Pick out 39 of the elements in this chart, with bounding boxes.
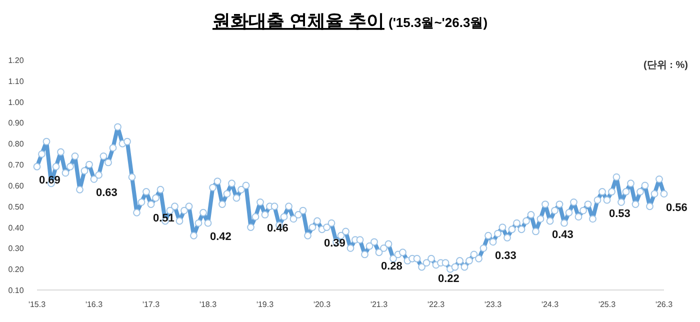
y-tick-label: 1.00: [8, 98, 24, 107]
data-label: 0.56: [666, 202, 688, 214]
data-label: 0.51: [153, 212, 174, 224]
data-label: 0.42: [210, 231, 232, 244]
x-tick-label: '19.3: [256, 300, 274, 309]
y-tick-label: 0.90: [8, 118, 24, 128]
x-tick-label: '20.3: [313, 300, 332, 309]
data-label: 0.33: [495, 250, 516, 262]
x-tick-label: '21.3: [370, 300, 388, 309]
x-tick-label: '18.3: [199, 300, 218, 309]
data-label: 0.39: [324, 237, 346, 250]
y-tick-label: 0.50: [8, 202, 24, 212]
data-label: 0.69: [39, 174, 60, 187]
x-tick-label: '22.3: [427, 300, 446, 309]
y-tick-label: 0.60: [8, 181, 24, 190]
y-tick-label: 1.20: [8, 56, 24, 65]
data-label: 0.22: [438, 272, 460, 285]
y-tick-label: 0.70: [8, 160, 24, 170]
subtitle: ('15.3월~'26.3월): [388, 15, 488, 30]
x-tick-label: '16.3: [85, 300, 104, 309]
x-tick-label: '25.3: [598, 300, 616, 309]
data-label: 0.28: [381, 260, 402, 272]
y-tick-label: 0.10: [8, 286, 24, 295]
y-tick-label: 1.10: [8, 76, 24, 86]
title: 원화대출 연체율 추이: [212, 11, 384, 31]
x-tick-label: '26.3: [655, 300, 674, 309]
y-tick-label: 0.80: [8, 140, 24, 149]
data-label: 0.63: [96, 187, 118, 200]
y-tick-label: 0.20: [8, 265, 24, 274]
x-tick-label: '17.3: [142, 300, 160, 309]
x-tick-label: '15.3: [28, 300, 46, 309]
annotation: (단위 : %): [644, 60, 688, 71]
data-label: 0.46: [267, 222, 288, 235]
data-label: 0.53: [609, 208, 630, 220]
x-tick-label: '23.3: [484, 300, 502, 309]
data-label: 0.43: [552, 229, 574, 241]
x-tick-label: '24.3: [541, 300, 560, 309]
y-tick-label: 0.40: [8, 223, 24, 232]
y-tick-label: 0.30: [8, 244, 24, 254]
